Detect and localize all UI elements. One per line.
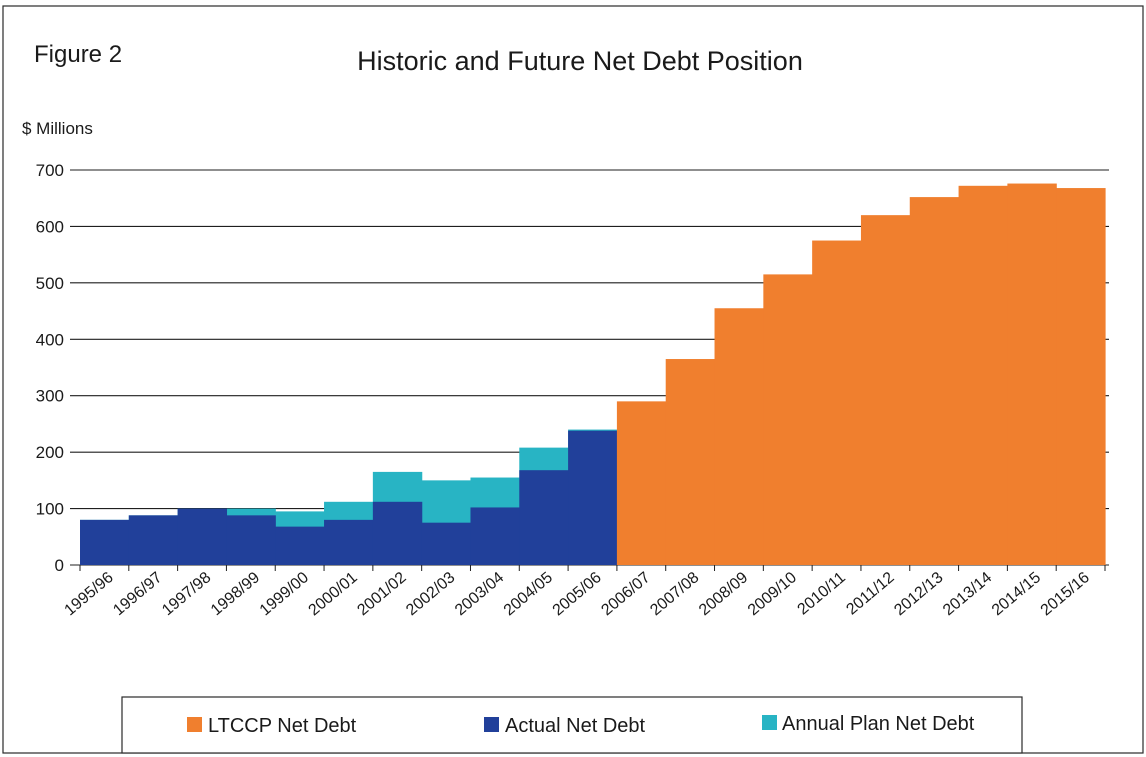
x-tick-label: 2014/15 (989, 569, 1044, 619)
bar-ltccp-net-debt-2010-11 (812, 240, 862, 566)
x-tick-label: 2011/12 (843, 569, 897, 619)
y-tick-label: 500 (36, 274, 64, 293)
bar-ltccp-net-debt-2006-07 (616, 401, 667, 565)
x-tick-label: 2008/09 (696, 569, 751, 619)
bar-actual-net-debt-2001-02 (372, 501, 423, 565)
x-tick-label: 1995/96 (61, 569, 116, 619)
x-axis-ticks: 1995/961996/971997/981998/991999/002000/… (61, 565, 1106, 619)
bar-ltccp-net-debt-2012-13 (909, 197, 960, 566)
x-tick-label: 1999/00 (257, 569, 312, 619)
bar-actual-net-debt-1998-99 (226, 515, 276, 565)
x-tick-label: 2003/04 (452, 569, 507, 619)
y-tick-label: 0 (55, 556, 64, 575)
y-tick-label: 400 (36, 330, 64, 349)
bar-ltccp-net-debt-2007-08 (665, 359, 716, 565)
y-axis-ticks: 0 100 200 300 400 500 600 700 (36, 161, 64, 575)
y-axis-label: $ Millions (22, 119, 93, 138)
legend-box (121, 696, 1023, 754)
bar-ltccp-net-debt-2008-09 (714, 308, 764, 565)
x-tick-label: 1996/97 (110, 569, 165, 619)
x-tick-label: 2006/07 (598, 569, 653, 619)
y-tick-label: 300 (36, 387, 64, 406)
x-tick-label: 2000/01 (306, 569, 361, 619)
bar-actual-net-debt-1999-00 (275, 526, 325, 565)
legend: LTCCP Net Debt Actual Net Debt Annual Pl… (121, 696, 1023, 754)
legend-swatch-ltccp (187, 717, 202, 732)
x-tick-label: 2015/16 (1038, 569, 1093, 619)
y-tick-label: 100 (36, 500, 64, 519)
y-tick-label: 200 (36, 443, 64, 462)
legend-swatch-actual (484, 717, 499, 732)
x-tick-label: 2009/10 (745, 569, 800, 619)
x-tick-label: 2002/03 (403, 569, 458, 619)
chart-title: Historic and Future Net Debt Position (357, 46, 803, 76)
x-tick-label: 2012/13 (891, 569, 946, 619)
bar-actual-net-debt-2005-06 (568, 430, 618, 565)
legend-label-actual: Actual Net Debt (505, 715, 646, 737)
legend-item-actual: Actual Net Debt (484, 715, 646, 737)
bar-ltccp-net-debt-2011-12 (860, 215, 911, 565)
legend-label-ltccp: LTCCP Net Debt (208, 715, 357, 737)
x-tick-label: 1997/98 (159, 569, 214, 619)
x-tick-label: 2010/11 (795, 569, 849, 619)
legend-label-annual-plan: Annual Plan Net Debt (782, 713, 975, 735)
bar-actual-net-debt-1995-96 (80, 519, 130, 565)
x-tick-label: 2001/02 (354, 569, 409, 619)
series-ltccp-net-debt (616, 183, 1106, 566)
x-tick-label: 2013/14 (940, 569, 995, 619)
x-tick-label: 2007/08 (647, 569, 702, 619)
bar-actual-net-debt-1997-98 (177, 508, 228, 565)
x-tick-label: 2004/05 (501, 569, 556, 619)
bar-actual-net-debt-1996-97 (128, 515, 179, 565)
figure-label: Figure 2 (34, 41, 122, 68)
y-tick-label: 700 (36, 161, 64, 180)
bar-ltccp-net-debt-2013-14 (958, 185, 1008, 566)
series-actual-net-debt (80, 430, 618, 565)
legend-item-ltccp: LTCCP Net Debt (187, 715, 357, 737)
y-tick-label: 600 (36, 217, 64, 236)
bar-actual-net-debt-2004-05 (519, 470, 569, 565)
legend-item-annual-plan: Annual Plan Net Debt (762, 713, 975, 735)
bar-ltccp-net-debt-2015-16 (1056, 188, 1106, 566)
bar-actual-net-debt-2000-01 (324, 519, 374, 565)
plot-area (80, 183, 1106, 566)
bar-ltccp-net-debt-2009-10 (763, 274, 813, 565)
bar-ltccp-net-debt-2014-15 (1007, 183, 1057, 566)
bar-actual-net-debt-2003-04 (470, 507, 520, 565)
x-tick-label: 2005/06 (550, 569, 605, 619)
x-tick-label: 1998/99 (208, 569, 263, 619)
legend-swatch-annual-plan (762, 715, 777, 730)
bar-actual-net-debt-2002-03 (421, 522, 472, 565)
